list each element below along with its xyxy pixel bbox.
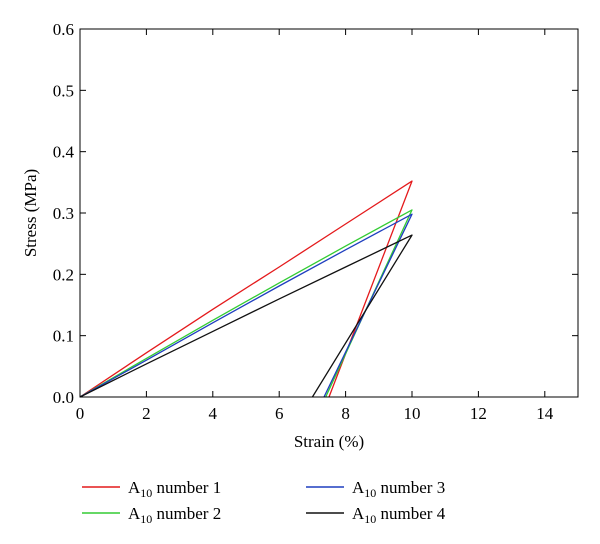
x-tick-label: 2 [142,404,151,423]
x-tick-label: 14 [536,404,554,423]
series-line-4 [79,234,413,398]
y-tick-label: 0.5 [53,81,74,100]
x-tick-label: 12 [470,404,487,423]
y-tick-label: 0.2 [53,265,74,284]
y-axis-title: Stress (MPa) [21,169,40,257]
plot-frame [79,28,579,398]
x-tick-label: 6 [275,404,284,423]
y-tick-label: 0.6 [53,20,74,39]
y-tick-label: 0.4 [53,143,75,162]
legend-item-1: A10 number 1 [82,478,221,500]
series-line-3 [79,213,413,398]
x-tick-label: 0 [76,404,85,423]
series-line-2 [79,209,413,398]
series-line-1 [79,180,413,398]
x-tick-label: 10 [404,404,421,423]
legend-label: A10 number 2 [128,504,221,526]
ticks-layer: 0 2 4 6 8 10 12 14 0.0 0.1 0.2 0.3 0.4 0.5 0.6 [53,20,578,423]
y-tick-label: 0.3 [53,204,74,223]
legend-label: A10 number 3 [352,478,445,500]
legend-label: A10 number 4 [352,504,446,526]
y-tick-label: 0.0 [53,388,74,407]
series-layer [79,180,413,398]
legend-item-2: A10 number 2 [82,504,221,526]
legend-item-4: A10 number 4 [306,504,446,526]
y-tick-label: 0.1 [53,327,74,346]
legend-label: A10 number 1 [128,478,221,500]
x-axis-title: Strain (%) [294,432,364,451]
legend: A10 number 1 A10 number 2 A10 number 3 A10 … [82,478,446,526]
x-tick-label: 4 [209,404,218,423]
x-tick-label: 8 [341,404,350,423]
legend-item-3: A10 number 3 [306,478,445,500]
